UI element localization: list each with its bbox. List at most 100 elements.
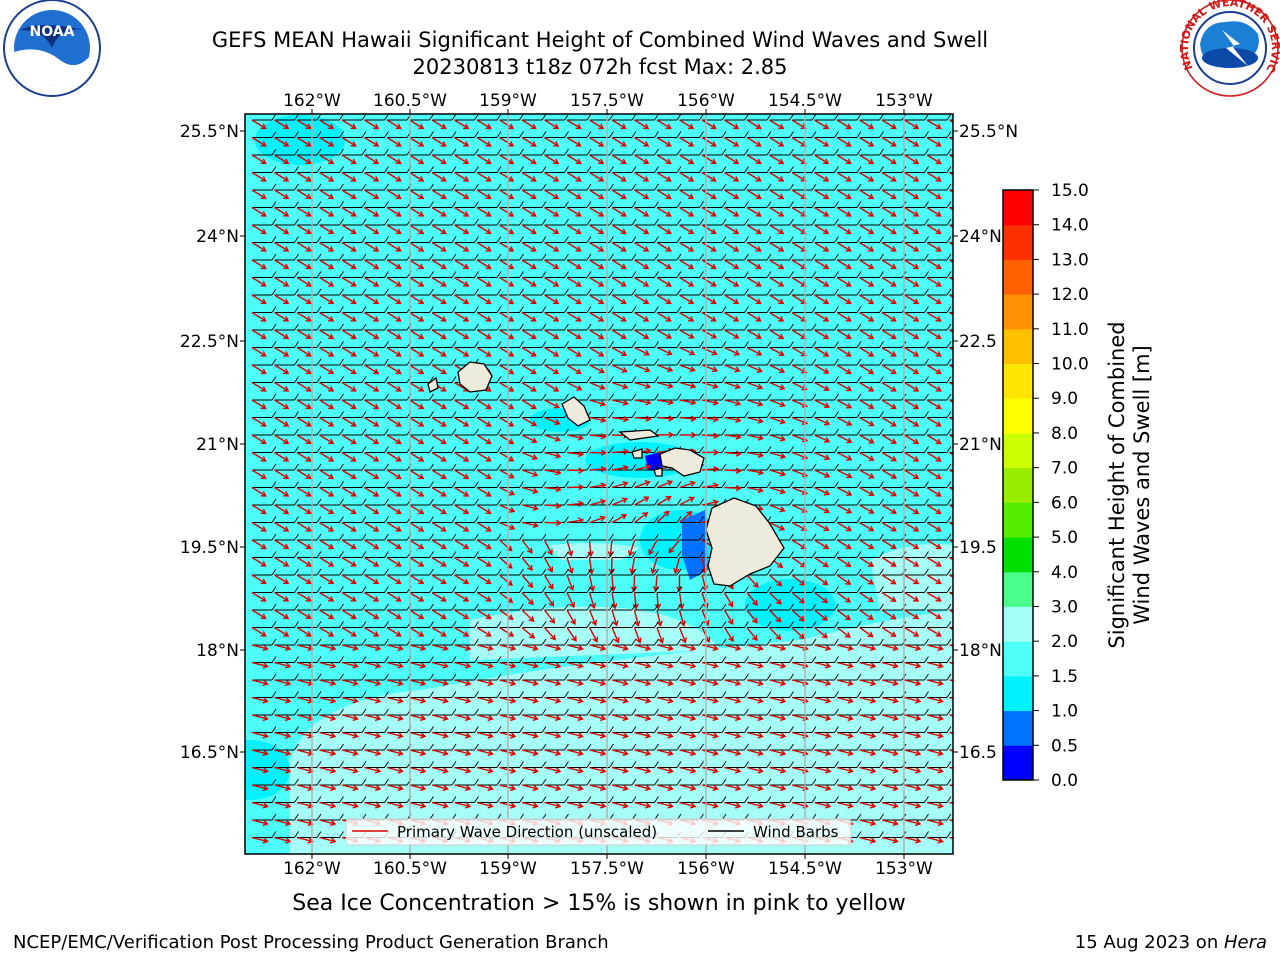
wave-arrow-head xyxy=(485,578,492,585)
wave-arrow-head xyxy=(915,697,922,704)
wave-direction-arrow xyxy=(319,311,334,322)
wind-barb-flag xyxy=(946,428,952,436)
wind-barb-flag xyxy=(339,131,344,138)
wave-direction-arrow xyxy=(746,609,758,624)
wind-barb-flag xyxy=(316,306,322,313)
wave-arrow-head xyxy=(530,158,537,165)
wave-direction-arrow xyxy=(566,259,582,269)
wind-barb-flag xyxy=(609,358,614,366)
wave-arrow-head xyxy=(868,525,875,532)
wind-barb-flag xyxy=(924,708,929,716)
wave-arrow-head xyxy=(665,123,672,130)
wave-arrow-head xyxy=(532,504,539,511)
wave-arrow-head xyxy=(913,298,920,305)
wind-barb-flag xyxy=(654,306,659,313)
wave-direction-arrow xyxy=(454,661,471,668)
wind-barb-flag xyxy=(609,691,614,698)
wave-arrow-head xyxy=(937,749,944,757)
wave-arrow-head xyxy=(553,228,560,235)
wave-direction-arrow xyxy=(476,574,492,584)
wave-arrow-head xyxy=(757,417,764,424)
wind-barb-flag xyxy=(316,568,322,576)
wave-arrow-head xyxy=(485,193,492,200)
wave-direction-arrow xyxy=(296,171,312,182)
wave-direction-arrow xyxy=(881,626,896,637)
wave-arrow-head xyxy=(935,158,942,165)
wind-barb-flag xyxy=(339,568,344,576)
wave-arrow-head xyxy=(645,464,652,471)
wave-direction-arrow xyxy=(521,504,538,510)
wave-direction-arrow xyxy=(364,329,379,339)
wave-arrow-head xyxy=(575,193,582,200)
wave-direction-arrow xyxy=(431,119,447,129)
wave-arrow-head xyxy=(465,662,472,669)
wave-arrow-head xyxy=(440,368,447,375)
wave-arrow-head xyxy=(868,403,875,409)
wave-arrow-head xyxy=(915,767,922,774)
wind-barb-flag xyxy=(541,708,547,716)
wind-barb-flag xyxy=(429,341,434,348)
wind-barb-flag xyxy=(451,376,457,383)
wave-arrow-head xyxy=(328,561,335,567)
wave-direction-arrow xyxy=(724,171,739,182)
wave-direction-arrow xyxy=(341,364,357,374)
wave-direction-arrow xyxy=(296,486,312,497)
wind-barb-flag xyxy=(856,656,862,663)
wave-direction-arrow xyxy=(904,469,919,479)
wave-direction-arrow xyxy=(746,346,762,356)
wind-barb-flag xyxy=(946,481,952,488)
wave-arrow-head xyxy=(710,193,717,200)
wave-arrow-head xyxy=(530,193,537,200)
wind-barb-flag xyxy=(294,341,299,348)
wind-barb-flag xyxy=(271,288,277,296)
wave-arrow-head xyxy=(689,480,696,487)
wave-arrow-head xyxy=(935,543,942,550)
wind-barb-flag xyxy=(946,673,952,681)
wind-barb-flag xyxy=(766,114,772,121)
wave-arrow-head xyxy=(487,732,494,739)
wind-barb-flag xyxy=(924,481,929,488)
wave-direction-arrow xyxy=(499,346,514,357)
wind-barb-flag xyxy=(789,726,794,733)
wind-barb-flag xyxy=(676,778,682,786)
wind-barb-flag xyxy=(586,761,592,768)
wind-barb-flag xyxy=(361,656,367,663)
wave-arrow-head xyxy=(629,568,636,575)
wind-barb-flag xyxy=(924,551,929,558)
wave-direction-arrow xyxy=(566,381,582,391)
wave-direction-arrow xyxy=(814,539,829,549)
wave-direction-arrow xyxy=(454,136,469,147)
wind-barb-flag xyxy=(744,691,749,698)
wind-barb-flag xyxy=(789,691,794,698)
wind-barb-flag xyxy=(609,393,614,401)
wind-barb-flag xyxy=(384,236,389,243)
wind-barb-flag xyxy=(721,183,727,191)
wave-arrow-head xyxy=(598,211,605,217)
wind-barb-flag xyxy=(429,481,434,488)
wave-arrow-head xyxy=(305,386,312,392)
wind-barb-flag xyxy=(654,621,659,628)
wave-direction-arrow xyxy=(499,539,513,552)
wave-arrow-head xyxy=(440,281,447,287)
wind-barb-flag xyxy=(451,533,457,541)
wave-direction-arrow xyxy=(274,539,289,549)
wave-arrow-head xyxy=(712,767,719,774)
wave-direction-arrow xyxy=(476,241,492,252)
wind-barb-flag xyxy=(834,114,839,121)
wave-arrow-head xyxy=(689,366,696,373)
wave-direction-arrow xyxy=(251,364,267,374)
wave-arrow-head xyxy=(846,507,853,514)
wave-direction-arrow xyxy=(319,276,334,287)
wave-direction-arrow xyxy=(769,714,786,720)
wave-direction-arrow xyxy=(769,731,786,738)
wave-direction-arrow xyxy=(409,591,424,602)
wave-direction-arrow xyxy=(274,784,291,790)
wind-barb-flag xyxy=(766,673,772,681)
wave-arrow-head xyxy=(958,474,963,478)
wave-direction-arrow xyxy=(656,679,673,685)
wave-direction-arrow xyxy=(904,521,919,532)
wind-barb-flag xyxy=(654,656,659,663)
wave-arrow-head xyxy=(305,333,312,340)
wave-direction-arrow xyxy=(836,591,851,603)
wave-direction-arrow xyxy=(319,294,334,304)
